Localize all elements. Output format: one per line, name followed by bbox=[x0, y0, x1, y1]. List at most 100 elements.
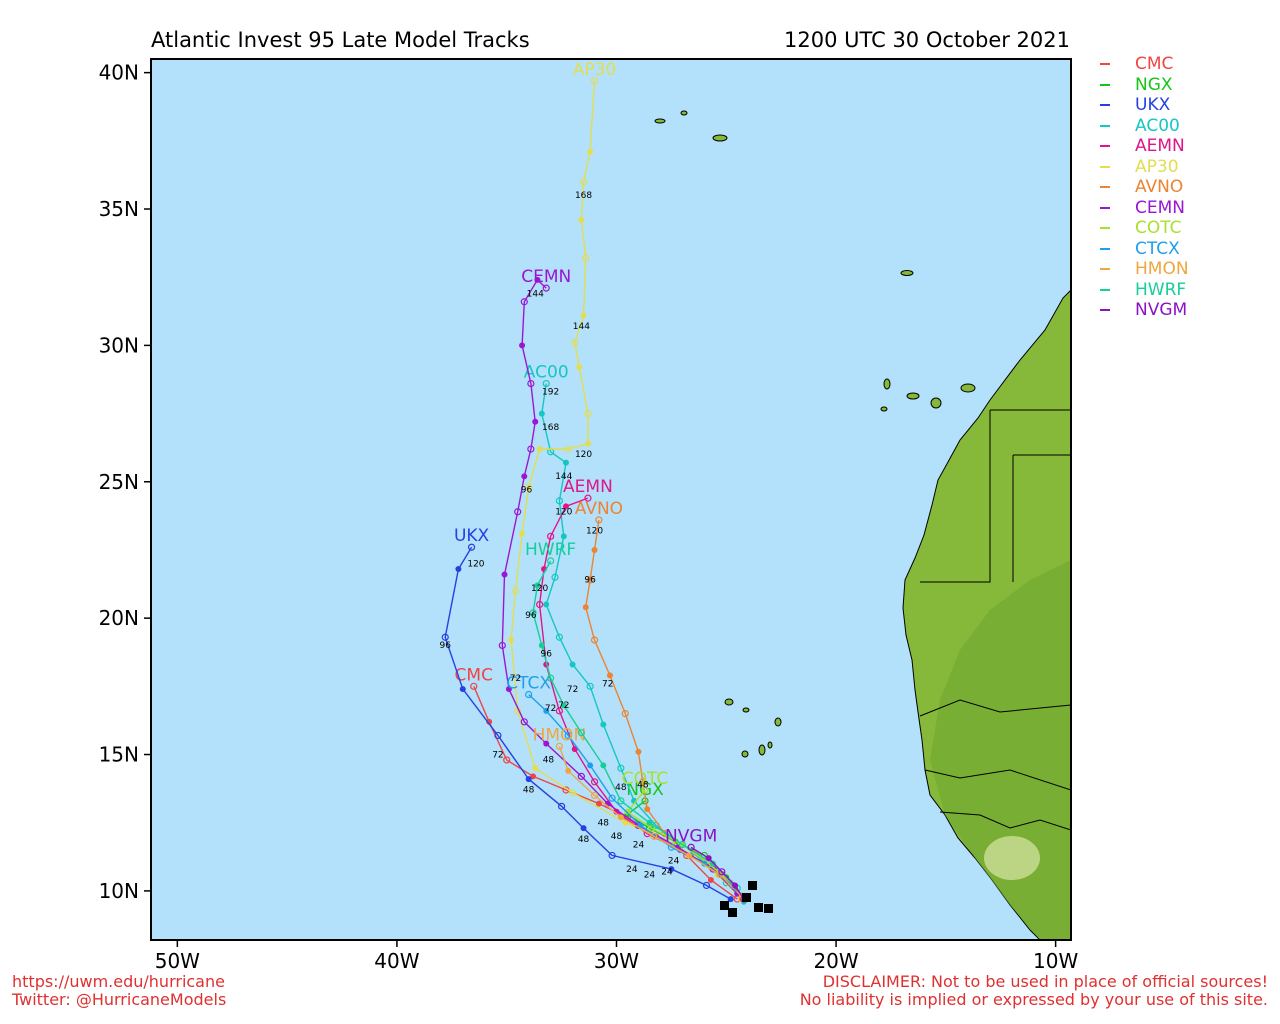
track-point bbox=[580, 312, 587, 319]
track-name-label: AVNO bbox=[575, 499, 623, 519]
track-point bbox=[530, 773, 537, 780]
y-tick-label: 10N bbox=[99, 879, 139, 903]
track-point bbox=[646, 819, 653, 826]
track-point bbox=[635, 748, 642, 755]
y-tick-label: 25N bbox=[99, 470, 139, 494]
track-point bbox=[525, 776, 532, 783]
track-point bbox=[547, 674, 555, 682]
legend-item-avno: AVNO bbox=[1100, 177, 1189, 198]
track-point bbox=[577, 729, 585, 737]
legend-label: AP30 bbox=[1135, 156, 1179, 177]
track-point bbox=[498, 641, 506, 650]
track-point bbox=[578, 216, 585, 223]
footer-twitter: Twitter: @HurricaneModels bbox=[12, 990, 227, 1009]
forecast-hour-label: 168 bbox=[575, 191, 592, 201]
track-point bbox=[586, 682, 594, 690]
track-point bbox=[608, 851, 616, 860]
forecast-hour-label: 72 bbox=[602, 679, 613, 689]
track-point bbox=[727, 896, 734, 903]
track-point bbox=[571, 746, 578, 753]
track-point bbox=[543, 601, 550, 608]
track-point bbox=[470, 682, 478, 690]
forecast-hour-label: 96 bbox=[541, 649, 553, 659]
track-name-label: AC00 bbox=[524, 363, 569, 383]
track-point bbox=[582, 604, 589, 611]
track-point bbox=[668, 866, 675, 873]
track-point bbox=[718, 868, 726, 876]
track-point bbox=[527, 379, 535, 388]
track-point bbox=[584, 494, 592, 502]
track-point bbox=[455, 566, 462, 573]
track-point bbox=[520, 718, 528, 726]
track-point bbox=[587, 148, 594, 155]
track-point bbox=[606, 672, 613, 679]
x-tick-label: 40W bbox=[374, 949, 419, 973]
disclaimer-line-1: DISCLAIMER: Not to be used in place of o… bbox=[822, 972, 1268, 991]
track-point bbox=[547, 557, 555, 565]
forecast-hour-label: 24 bbox=[626, 865, 638, 875]
track-point bbox=[519, 530, 526, 537]
track-point bbox=[571, 339, 579, 347]
track-point bbox=[501, 571, 508, 578]
y-tick-label: 15N bbox=[99, 743, 139, 767]
forecast-hour-label: 120 bbox=[555, 508, 572, 518]
track-point bbox=[590, 77, 599, 85]
track-point bbox=[587, 762, 594, 769]
forecast-hour-label: 72 bbox=[558, 701, 569, 711]
track-point bbox=[538, 642, 545, 649]
forecast-hour-label: 72 bbox=[545, 704, 556, 714]
track-point bbox=[590, 791, 599, 800]
legend: CMC NGX UKX AC00 AEMN AP30 AVNO CEMN COTC CTCX HMO… bbox=[1100, 54, 1189, 321]
legend-swatch bbox=[1100, 165, 1110, 168]
track-point bbox=[503, 756, 511, 764]
legend-item-cemn: CEMN bbox=[1100, 198, 1189, 219]
track-point bbox=[648, 824, 656, 832]
track-nvgm: NVGM bbox=[665, 826, 748, 903]
legend-item-ngx: NGX bbox=[1100, 75, 1189, 96]
track-point bbox=[590, 778, 599, 786]
x-tick-label: 30W bbox=[594, 949, 639, 973]
track-point bbox=[624, 808, 631, 815]
storm-start-markers bbox=[720, 881, 773, 917]
legend-item-hmon: HMON bbox=[1100, 259, 1189, 280]
legend-item-cmc: CMC bbox=[1100, 54, 1189, 75]
forecast-hour-label: 96 bbox=[439, 641, 451, 651]
track-point bbox=[576, 364, 583, 371]
track-point bbox=[707, 876, 714, 883]
ocean bbox=[151, 59, 1071, 940]
track-point bbox=[494, 731, 502, 740]
track-point bbox=[678, 840, 686, 849]
forecast-hour-label: 72 bbox=[567, 685, 578, 695]
footer-url[interactable]: https://uwm.edu/hurricane bbox=[12, 972, 225, 991]
track-name-label: HWRF bbox=[525, 540, 576, 560]
track-point bbox=[519, 342, 526, 349]
track-point bbox=[543, 707, 550, 714]
legend-label: CMC bbox=[1135, 54, 1174, 75]
track-name-label: CTCX bbox=[506, 674, 551, 694]
track-point bbox=[555, 707, 564, 715]
forecast-hour-label: 48 bbox=[543, 756, 555, 766]
land-shading bbox=[930, 560, 1071, 940]
track-point bbox=[467, 543, 476, 551]
track-point bbox=[560, 533, 567, 540]
track-cemn: CEMN bbox=[498, 267, 741, 897]
track-point bbox=[543, 740, 550, 747]
chart-title: Atlantic Invest 95 Late Model Tracks bbox=[151, 28, 530, 52]
track-point bbox=[595, 800, 602, 807]
legend-label: HWRF bbox=[1135, 279, 1187, 300]
forecast-hour-label: 144 bbox=[555, 472, 572, 482]
legend-swatch bbox=[1100, 268, 1110, 271]
legend-item-hwrf: HWRF bbox=[1100, 280, 1189, 301]
forecast-hour-label: 144 bbox=[527, 289, 544, 299]
track-point bbox=[521, 473, 528, 480]
track-point bbox=[555, 497, 564, 505]
track-point bbox=[441, 633, 449, 641]
track-point bbox=[617, 814, 624, 821]
track-point bbox=[514, 508, 522, 516]
forecast-hour-label: 48 bbox=[523, 786, 535, 796]
legend-label: AVNO bbox=[1135, 177, 1184, 198]
legend-swatch bbox=[1100, 247, 1110, 250]
land-highlight bbox=[984, 836, 1040, 880]
track-point bbox=[536, 600, 544, 609]
track-point bbox=[505, 686, 512, 693]
